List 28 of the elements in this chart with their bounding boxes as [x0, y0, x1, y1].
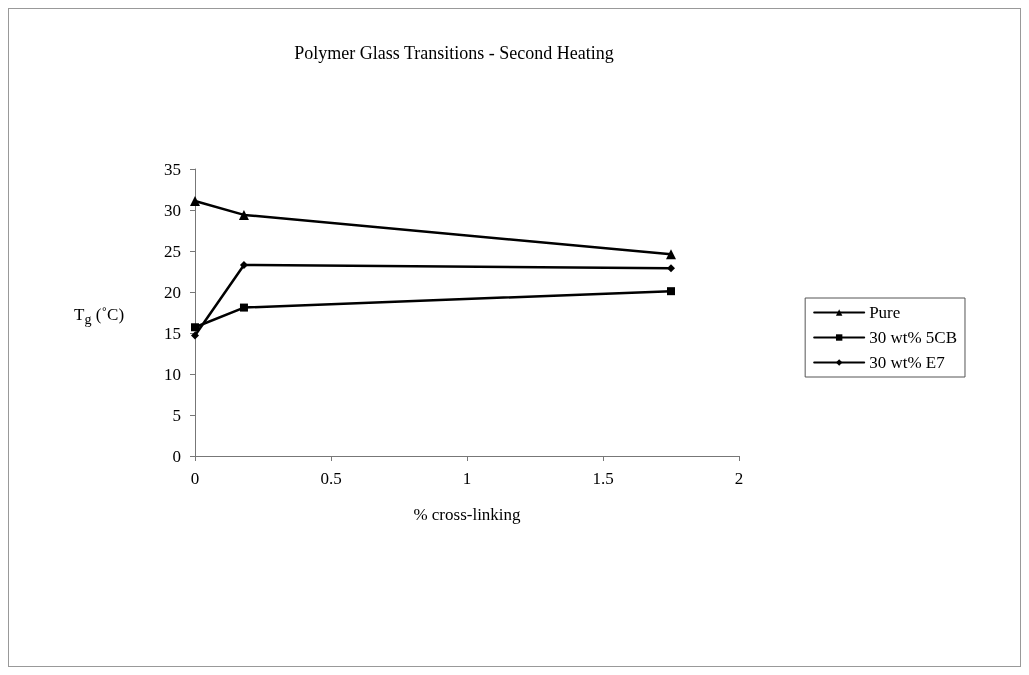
legend-label: 30 wt% E7 [869, 353, 946, 372]
x-tick-label: 1 [462, 469, 472, 488]
x-axis-title: % cross-linking [413, 505, 522, 524]
y-tick-label: 15 [164, 323, 181, 343]
legend-label: Pure [869, 303, 901, 322]
chart-title: Polymer Glass Transitions - Second Heating [294, 43, 614, 63]
point [190, 195, 200, 206]
x-tick-label: 2 [734, 469, 744, 488]
point [239, 303, 248, 312]
point [191, 331, 199, 340]
x-tick-label: 0.5 [320, 469, 342, 488]
point [666, 249, 676, 260]
y-tick-label: 30 [164, 200, 181, 220]
point [239, 260, 248, 269]
y-tick-label: 0 [172, 446, 181, 466]
point [667, 287, 675, 296]
y-tick-label: 20 [164, 282, 181, 302]
point [191, 323, 199, 332]
x-tick-label: 1.5 [592, 469, 614, 488]
y-tick-label: 10 [164, 364, 181, 384]
y-axis-title: T$_{g}$ (˚C) [74, 305, 125, 329]
x-tick-label: 0 [190, 469, 200, 488]
legend-label: 30 wt% 5CB [869, 328, 957, 347]
y-tick-label: 35 [164, 159, 181, 179]
point [667, 264, 675, 273]
point [238, 209, 249, 220]
y-tick-label: 25 [164, 241, 181, 261]
y-tick-label: 5 [172, 405, 181, 425]
